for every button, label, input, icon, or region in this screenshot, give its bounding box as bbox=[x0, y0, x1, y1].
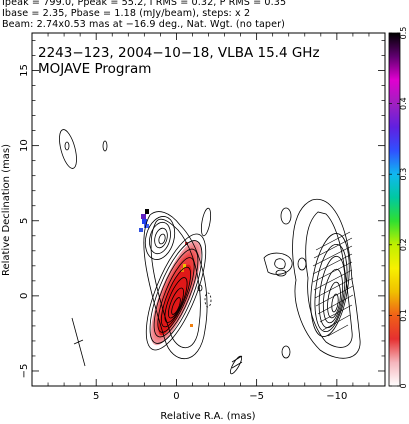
header-line-3: Beam: 2.74x0.53 mas at −16.9 deg., Nat. … bbox=[2, 19, 285, 30]
x-axis-label: Relative R.A. (mas) bbox=[160, 411, 255, 422]
y-tick-label: 15 bbox=[19, 64, 30, 77]
y-axis-label: Relative Declination (mas) bbox=[1, 144, 12, 276]
colorbar-tick-label: 0.5 bbox=[399, 27, 408, 40]
x-tick-label: 0 bbox=[173, 391, 179, 402]
plot-title: 2243−123, 2004−10−18, VLBA 15.4 GHz bbox=[38, 45, 320, 61]
plot-frame bbox=[31, 32, 386, 387]
colorbar-tick-label: 0 bbox=[399, 383, 408, 388]
header-line-2: Ibase = 2.35, Pbase = 1.18 (mJy/beam), s… bbox=[2, 8, 251, 19]
axes: 5 0 −5 −10 −5 0 5 10 15 bbox=[19, 33, 386, 402]
colorbar-tick-label: 0.3 bbox=[399, 168, 408, 181]
y-tick-label: 5 bbox=[19, 218, 30, 224]
y-tick-label: 10 bbox=[19, 139, 30, 152]
colorbar-tick-label: 0.1 bbox=[399, 309, 408, 322]
x-tick-label: 5 bbox=[93, 391, 99, 402]
contours-core-jet bbox=[143, 211, 212, 360]
plot-subtitle: MOJAVE Program bbox=[38, 61, 151, 77]
x-tick-label: −10 bbox=[326, 391, 347, 402]
y-tick-label: 0 bbox=[19, 293, 30, 299]
colorbar-tick-label: 0.4 bbox=[399, 97, 408, 110]
beam-ellipse bbox=[71, 317, 86, 367]
colorbar bbox=[388, 32, 401, 387]
header-line-1: Ipeak = 799.0, Ppeak = 55.2, I RMS = 0.3… bbox=[2, 0, 287, 8]
x-tick-label: −5 bbox=[249, 391, 264, 402]
hatching-western-lobe bbox=[312, 231, 354, 337]
colorbar-tick-label: 0.2 bbox=[399, 238, 408, 251]
y-tick-label: −5 bbox=[19, 364, 30, 379]
polarization-fill-core-inner bbox=[158, 264, 192, 336]
contours-outer bbox=[59, 129, 292, 375]
map-contents bbox=[59, 129, 361, 375]
colorbar-ticks: 0 0.1 0.2 0.3 0.4 0.5 bbox=[389, 27, 408, 389]
